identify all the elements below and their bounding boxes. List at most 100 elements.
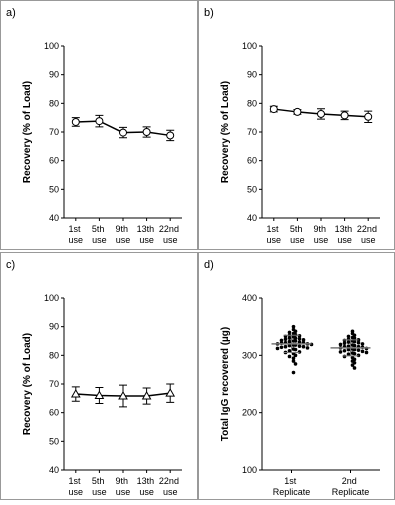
y-axis-label: Recovery (% of Load) (220, 81, 231, 183)
y-tick-label: 100 (44, 293, 59, 303)
y-tick-label: 90 (49, 322, 59, 332)
dot (364, 350, 369, 355)
dot (356, 348, 361, 352)
marker (118, 391, 128, 400)
dot (297, 340, 302, 344)
x-tick-label: 1st use (267, 224, 282, 245)
dot (287, 343, 292, 348)
dot (346, 347, 351, 352)
dot (283, 344, 288, 349)
x-tick-label: 1st use (69, 224, 84, 245)
y-tick-label: 200 (242, 408, 257, 418)
dot (283, 337, 288, 342)
dot (360, 342, 365, 346)
marker (364, 112, 373, 121)
y-axis-label: Recovery (% of Load) (22, 81, 33, 183)
x-tick-label: 13th use (335, 224, 355, 245)
dot (297, 350, 302, 354)
dot (287, 330, 292, 335)
x-tick-label: 1st use (69, 476, 84, 497)
marker (340, 111, 349, 120)
marker (166, 131, 175, 140)
x-tick-label: 9th use (115, 476, 130, 497)
dot (279, 345, 284, 350)
y-tick-label: 70 (49, 127, 59, 137)
dot (293, 339, 298, 343)
y-tick-label: 80 (247, 98, 257, 108)
dot (287, 354, 292, 359)
sd-bar (283, 334, 300, 353)
y-tick-label: 90 (247, 70, 257, 80)
x-tick-label: 5th use (92, 224, 107, 245)
panel-label: a) (6, 7, 16, 19)
dot (352, 347, 357, 352)
y-tick-label: 50 (49, 436, 59, 446)
x-tick-label: 22nd use (159, 224, 182, 245)
y-axis-label: Total IgG recovered (µg) (220, 327, 231, 441)
y-axis-label: Recovery (% of Load) (22, 333, 33, 435)
y-tick-label: 70 (247, 127, 257, 137)
dot (279, 338, 284, 343)
x-tick-label: 9th use (115, 224, 130, 245)
x-tick-label: 5th use (290, 224, 305, 245)
y-tick-label: 100 (242, 465, 257, 475)
x-tick-label: 22nd use (357, 224, 380, 245)
dot (293, 362, 298, 366)
x-tick-label: 22nd use (159, 476, 182, 497)
marker (142, 128, 151, 136)
dot (352, 343, 357, 348)
y-tick-label: 40 (49, 465, 59, 475)
dot (360, 349, 365, 354)
dot (352, 366, 357, 370)
panel-label: c) (6, 259, 15, 271)
dot (291, 356, 296, 361)
dot (346, 340, 351, 344)
y-tick-label: 90 (49, 70, 59, 80)
marker (317, 109, 325, 118)
dot (352, 351, 357, 356)
marker (70, 389, 81, 398)
dot (342, 341, 347, 346)
y-tick-label: 60 (49, 408, 59, 418)
sd-bar (342, 339, 359, 357)
dot (297, 336, 302, 341)
panel-frame (0, 0, 198, 250)
dot (291, 324, 296, 329)
dot (287, 348, 292, 353)
panel-label: b) (204, 7, 214, 19)
y-tick-label: 70 (49, 379, 59, 389)
dot (293, 336, 298, 340)
y-tick-label: 400 (242, 293, 257, 303)
dot (275, 346, 280, 351)
marker (293, 107, 302, 116)
dot (301, 344, 306, 349)
panel-label: d) (204, 259, 214, 271)
y-tick-label: 50 (49, 184, 59, 194)
x-tick-label: 13th use (137, 224, 157, 245)
x-tick-label: 13th use (137, 476, 157, 497)
dot (352, 336, 357, 340)
dot (352, 339, 357, 344)
dot (297, 344, 302, 348)
dot (305, 346, 310, 350)
y-tick-label: 40 (49, 213, 59, 223)
y-tick-label: 100 (44, 41, 59, 51)
x-tick-label: 9th use (313, 224, 328, 245)
dot (350, 363, 355, 367)
y-tick-label: 80 (49, 350, 59, 360)
marker (141, 391, 152, 400)
y-tick-label: 60 (247, 156, 257, 166)
marker (71, 117, 80, 126)
marker (119, 128, 127, 137)
y-tick-label: 60 (49, 156, 59, 166)
x-tick-label: 2nd Replicate (332, 476, 370, 497)
dot (291, 359, 296, 363)
dot (287, 339, 292, 344)
dot (342, 348, 347, 353)
x-tick-label: 5th use (92, 476, 107, 497)
dot (356, 340, 361, 345)
dot (287, 336, 292, 340)
marker (95, 117, 104, 126)
